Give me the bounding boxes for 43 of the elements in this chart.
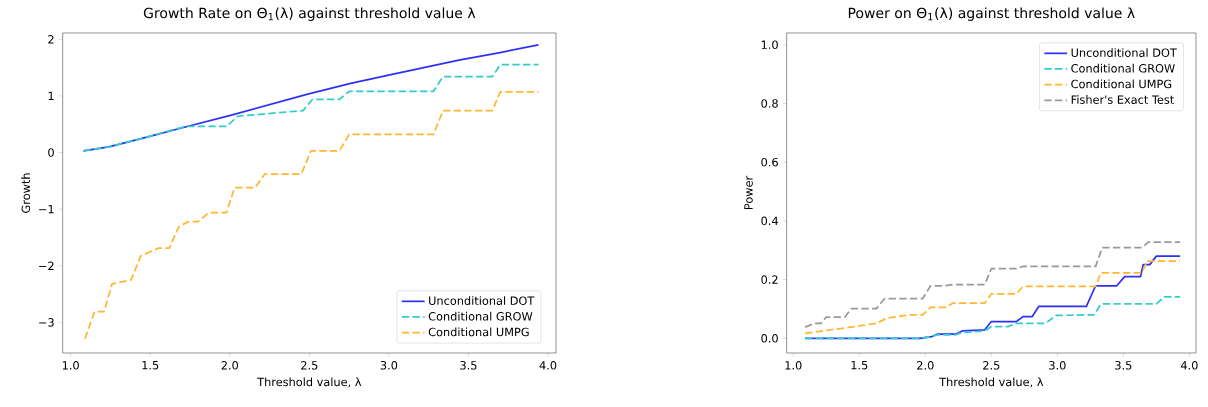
y-tick-label: −2 xyxy=(39,261,54,270)
line-series xyxy=(84,91,540,340)
y-axis-title: Power xyxy=(744,175,753,210)
x-tick-label: 1.5 xyxy=(142,361,159,370)
x-tick-label: 4.0 xyxy=(1180,361,1198,370)
y-tick-label: 0.6 xyxy=(761,157,778,167)
line-series xyxy=(804,296,1182,340)
y-tick-label: 0.0 xyxy=(761,334,778,343)
y-tick-label: 0.8 xyxy=(761,99,778,108)
x-tick-label: 1.5 xyxy=(851,361,868,370)
x-axis-title: Threshold value, λ xyxy=(939,377,1044,388)
legend-label: Conditional GROW xyxy=(428,311,533,321)
chart-title: Growth Rate on Θ$_{1}$(λ) against threshold value λ xyxy=(143,7,476,21)
y-tick-label: −3 xyxy=(39,318,54,327)
line-series xyxy=(82,63,540,152)
x-tick-label: 2.0 xyxy=(221,361,239,370)
legend-label: Conditional GROW xyxy=(1071,63,1175,73)
legend-label: Unconditional DOT xyxy=(429,296,535,305)
x-tick-label: 4.0 xyxy=(539,361,557,370)
x-tick-label: 3.5 xyxy=(460,361,477,370)
line-series xyxy=(804,241,1182,329)
x-tick-label: 1.0 xyxy=(62,361,79,370)
legend-label: Conditional UMPG xyxy=(428,327,529,337)
legend-label: Conditional UMPG xyxy=(1071,79,1172,89)
x-tick-label: 2.0 xyxy=(917,361,934,370)
y-tick-label: 0.2 xyxy=(761,275,778,284)
y-tick-label: 1.0 xyxy=(761,40,778,50)
x-tick-label: 1.0 xyxy=(785,361,802,370)
legend-label: Fisher's Exact Test xyxy=(1071,95,1174,104)
y-tick-label: −1 xyxy=(39,205,54,214)
chart-title: Power on Θ$_{1}$(λ) against threshold value λ xyxy=(848,7,1135,21)
y-tick-label: 0.4 xyxy=(761,216,778,226)
y-axis-title: Growth xyxy=(21,173,31,213)
x-tick-label: 3.0 xyxy=(380,361,398,370)
y-tick-label: 0 xyxy=(48,148,54,157)
x-tick-label: 3.0 xyxy=(1049,361,1066,370)
legend-label: Unconditional DOT xyxy=(1071,48,1177,57)
x-axis-title: Threshold value, λ xyxy=(257,377,362,388)
x-tick-label: 2.5 xyxy=(301,361,318,370)
x-tick-label: 3.5 xyxy=(1115,361,1132,370)
x-tick-label: 2.5 xyxy=(983,361,1000,370)
y-tick-label: 2 xyxy=(48,35,54,44)
y-tick-label: 1 xyxy=(48,91,54,100)
